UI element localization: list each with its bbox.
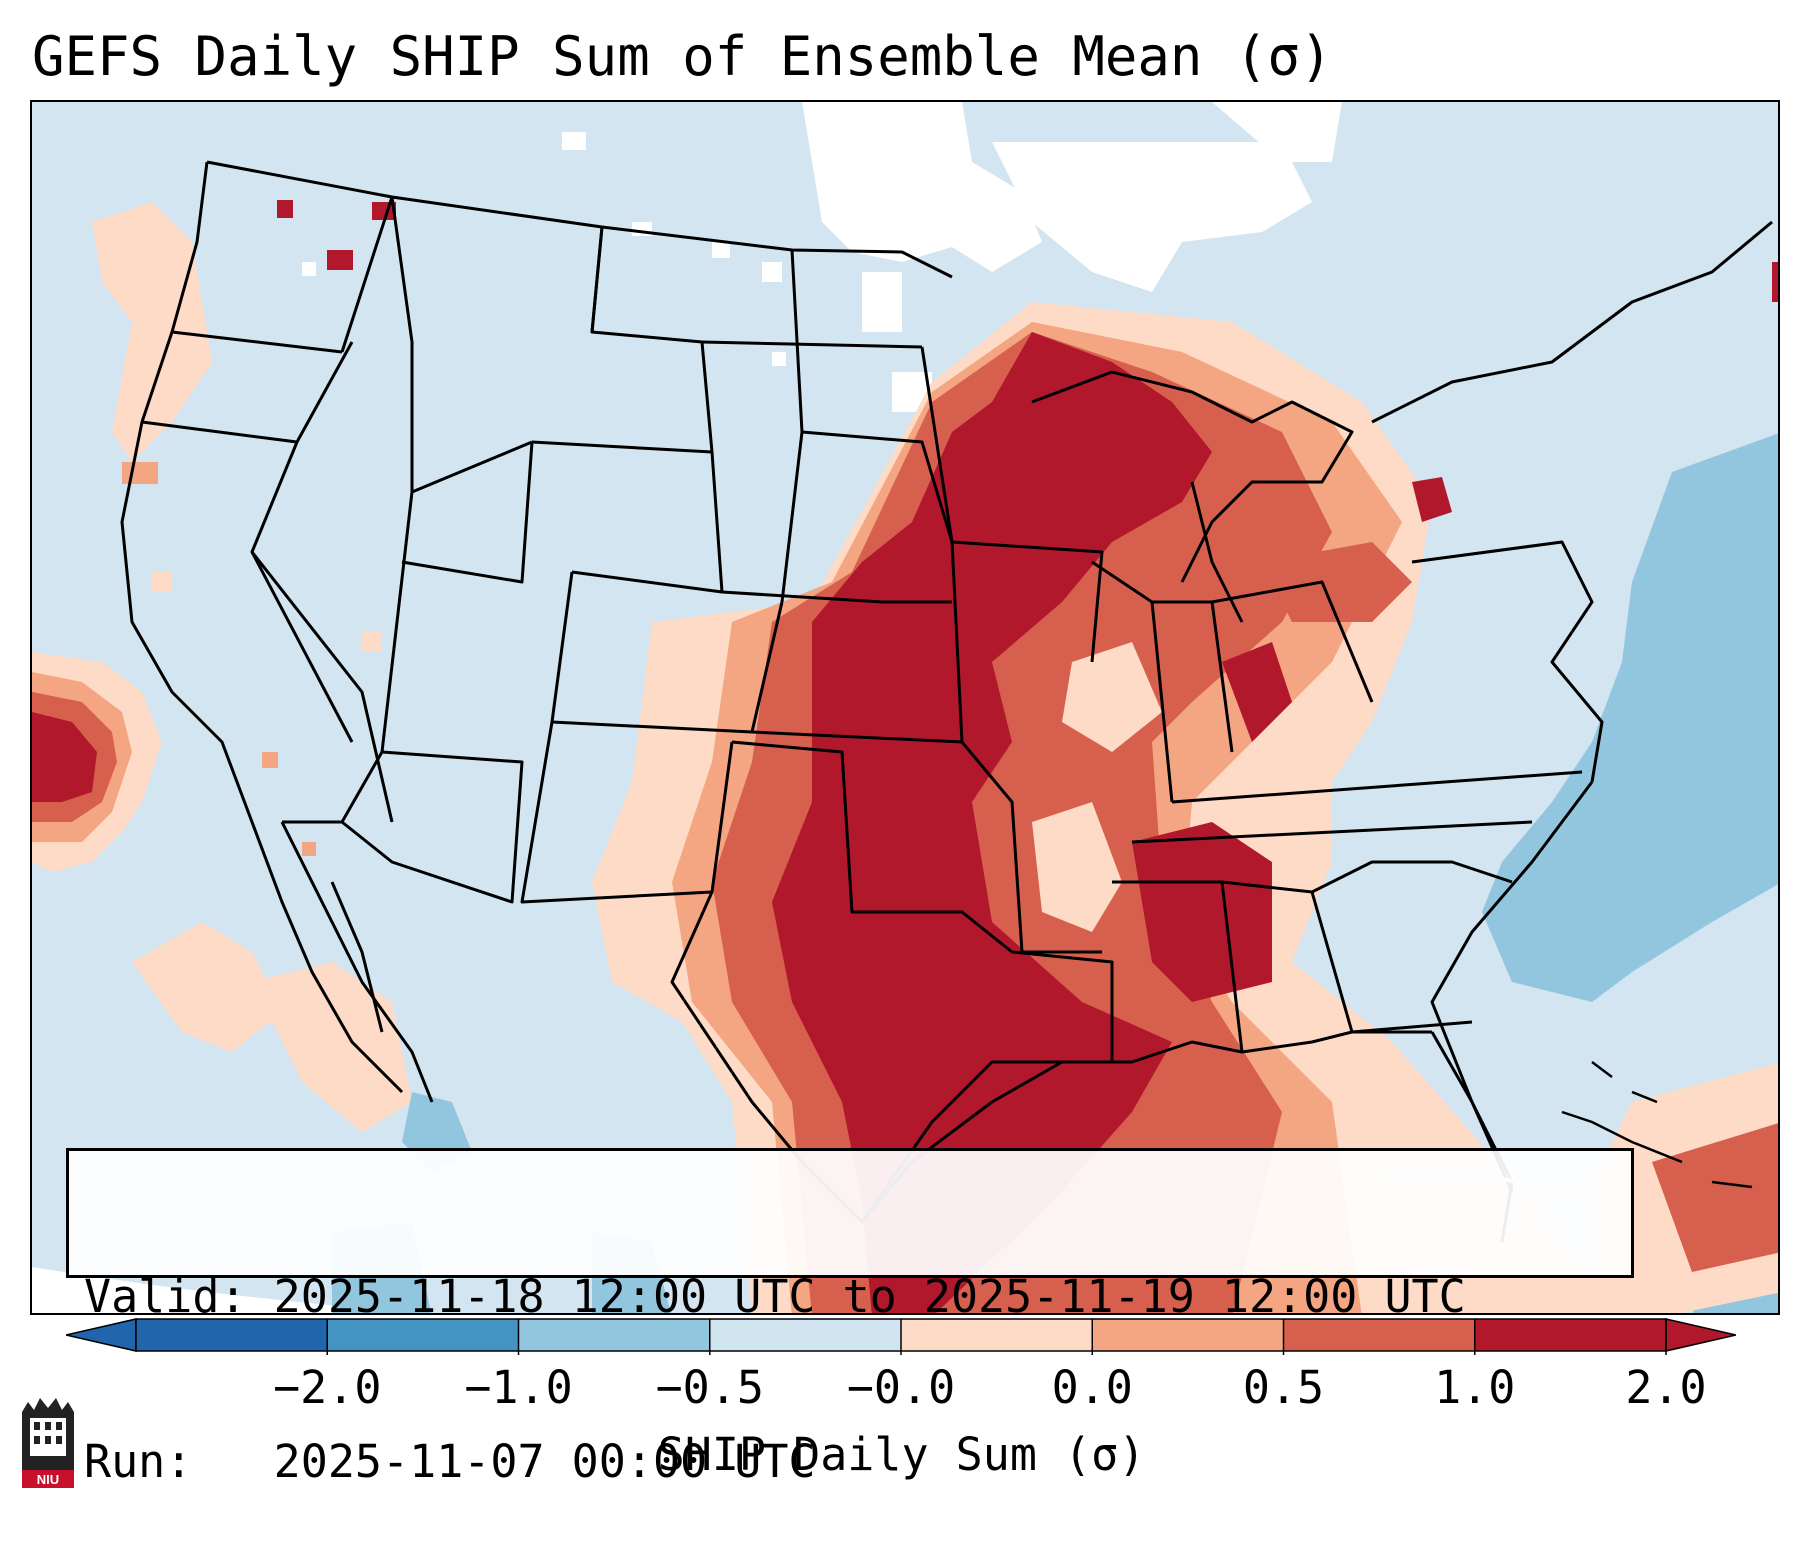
colorbar-tick-label: −0.0 bbox=[847, 1360, 955, 1415]
colorbar-extend-high bbox=[1666, 1319, 1736, 1351]
colorbar-label: SHIP Daily Sum (σ) bbox=[0, 1425, 1803, 1485]
niu-building-icon: NIU bbox=[18, 1392, 78, 1492]
colorbar-swatch bbox=[1475, 1319, 1667, 1351]
colorbar-swatch bbox=[710, 1319, 902, 1351]
colorbar-tick-label: 2.0 bbox=[1625, 1360, 1706, 1415]
colorbar-swatch bbox=[901, 1319, 1093, 1351]
colorbar-extend-low bbox=[66, 1319, 136, 1351]
colorbar-swatch bbox=[327, 1319, 519, 1351]
colorbar-tick-label: 1.0 bbox=[1434, 1360, 1515, 1415]
valid-run-info-box: Valid: 2025-11-18 12:00 UTC to 2025-11-1… bbox=[66, 1148, 1634, 1278]
map-panel[interactable] bbox=[30, 100, 1780, 1315]
anomaly-map bbox=[32, 102, 1780, 1315]
colorbar-tick-label: −2.0 bbox=[273, 1360, 381, 1415]
map-title: GEFS Daily SHIP Sum of Ensemble Mean (σ) bbox=[32, 22, 1332, 92]
colorbar-tick-label: −0.5 bbox=[656, 1360, 764, 1415]
colorbar-swatch bbox=[136, 1319, 328, 1351]
colorbar-swatch bbox=[1284, 1319, 1476, 1351]
colorbar-swatches bbox=[66, 1315, 1736, 1355]
colorbar-tick-label: 0.0 bbox=[1052, 1360, 1133, 1415]
colorbar bbox=[66, 1315, 1736, 1359]
colorbar-ticks: −2.0 −1.0 −0.5 −0.0 0.0 0.5 1.0 2.0 bbox=[0, 1360, 1803, 1420]
niu-logo-text: NIU bbox=[37, 1472, 59, 1487]
colorbar-swatch bbox=[1092, 1319, 1284, 1351]
colorbar-tick-label: −1.0 bbox=[464, 1360, 572, 1415]
colorbar-swatch bbox=[519, 1319, 711, 1351]
colorbar-tick-label: 0.5 bbox=[1243, 1360, 1324, 1415]
